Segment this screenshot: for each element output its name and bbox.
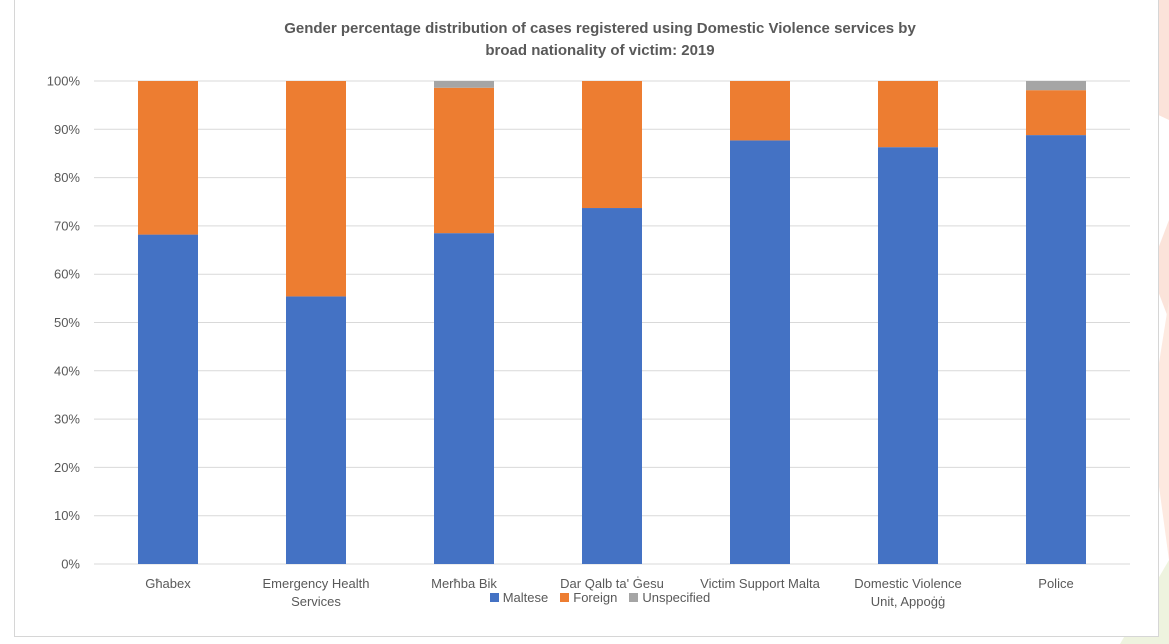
x-tick-label: Unit, Appoġġ — [871, 594, 945, 609]
chart-title-line-2: broad nationality of victim: 2019 — [485, 42, 715, 59]
y-tick-label: 40% — [54, 363, 80, 378]
chart-title: Gender percentage distribution of cases … — [210, 18, 990, 62]
legend-swatch — [560, 593, 570, 602]
legend-swatch — [489, 593, 499, 602]
y-tick-label: 80% — [54, 170, 80, 185]
bar-unspecified-6 — [1026, 81, 1086, 91]
legend-item-foreign: Foreign — [560, 590, 617, 605]
bar-maltese-4 — [730, 140, 790, 564]
y-tick-label: 20% — [54, 460, 80, 475]
x-tick-label: Domestic Violence — [854, 576, 961, 591]
legend-item-maltese: Maltese — [489, 590, 549, 605]
x-axis-ticks: Għabex Emergency Health Services Merħba Bik… — [145, 576, 1073, 609]
bar-maltese-5 — [878, 147, 938, 564]
x-tick-label: Dar Qalb ta' Ġesu — [560, 576, 664, 591]
y-tick-label: 10% — [54, 508, 80, 523]
bar-foreign-0 — [138, 81, 198, 235]
legend-label: Foreign — [573, 590, 618, 605]
bar-unspecified-2 — [434, 81, 494, 88]
bar-foreign-2 — [434, 87, 494, 234]
bar-foreign-1 — [286, 81, 346, 297]
bar-foreign-5 — [878, 81, 938, 148]
bar-maltese-3 — [582, 208, 642, 565]
x-tick-label: Police — [1038, 576, 1073, 591]
bar-foreign-6 — [1026, 90, 1086, 136]
y-tick-label: 90% — [54, 122, 80, 137]
y-tick-label: 30% — [54, 412, 80, 427]
x-tick-label: Merħba Bik — [431, 576, 497, 591]
bar-foreign-3 — [582, 81, 642, 209]
x-tick-label: Victim Support Malta — [700, 576, 820, 591]
bar-foreign-4 — [730, 81, 790, 141]
chart-title-line-1: Gender percentage distribution of cases … — [284, 20, 916, 37]
bar-maltese-0 — [138, 234, 198, 564]
bar-maltese-2 — [434, 233, 494, 564]
y-tick-label: 100% — [47, 74, 81, 89]
chart-legend: Maltese Foreign Unspecified — [400, 590, 800, 605]
legend-label: Unspecified — [642, 590, 711, 605]
bars — [138, 81, 1086, 565]
x-tick-label: Services — [291, 594, 341, 609]
x-tick-label: Emergency Health — [263, 576, 370, 591]
bar-maltese-1 — [286, 296, 346, 564]
legend-label: Maltese — [502, 590, 549, 605]
bar-maltese-6 — [1026, 135, 1086, 564]
x-tick-label: Għabex — [145, 576, 191, 591]
legend-item-unspecified: Unspecified — [629, 590, 710, 605]
y-tick-label: 60% — [54, 267, 80, 282]
y-tick-label: 0% — [61, 557, 80, 572]
y-tick-label: 50% — [54, 315, 80, 330]
legend-swatch — [629, 593, 639, 602]
y-axis-ticks: 0% 10% 20% 30% 40% 50% 60% 70% 80% 90% 100% — [47, 74, 81, 572]
y-tick-label: 70% — [54, 218, 80, 233]
